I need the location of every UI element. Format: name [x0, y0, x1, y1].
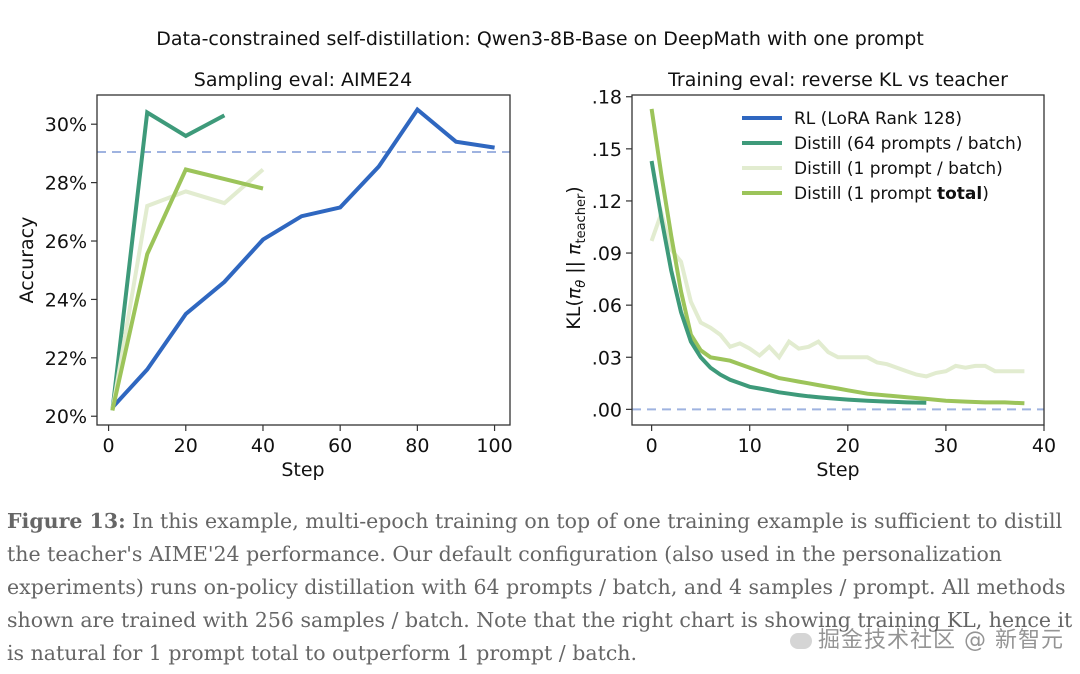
x-axis-label-kl: Step	[816, 459, 859, 481]
x-tick-label: 100	[476, 435, 512, 457]
legend-label-rl: RL (LoRA Rank 128)	[794, 109, 962, 129]
series-line-distill-64	[649, 160, 927, 405]
y-tick-label: 26%	[45, 231, 87, 253]
x-tick-label: 40	[251, 435, 275, 457]
x-tick-label: 0	[103, 435, 115, 457]
y-axis-label-kl: KL(πθ || πteacher)	[563, 186, 589, 329]
watermark-text: 掘金技术社区 @ 新智元	[818, 628, 1064, 653]
x-tick-label: 10	[738, 435, 762, 457]
figure-suptitle: Data-constrained self-distillation: Qwen…	[156, 28, 924, 50]
x-tick-label: 20	[836, 435, 860, 457]
y-axis-label-accuracy: Accuracy	[16, 217, 38, 304]
series-line-distill-1-batch	[110, 167, 265, 411]
x-ticks-accuracy: 0 20 40 60 80 100	[103, 425, 513, 457]
y-tick-label: .09	[592, 243, 622, 265]
x-tick-label: 80	[405, 435, 429, 457]
y-tick-label: 20%	[45, 406, 87, 428]
x-tick-label: 60	[328, 435, 352, 457]
x-tick-label: 30	[934, 435, 958, 457]
y-ticks-accuracy: 20% 22% 24% 26% 28% 30%	[45, 114, 97, 428]
y-tick-label: 30%	[45, 114, 87, 136]
figure-caption: Figure 13: In this example, multi-epoch …	[7, 505, 1077, 670]
legend: RL (LoRA Rank 128) Distill (64 prompts / …	[742, 109, 1022, 204]
caption-label: Figure 13:	[7, 509, 126, 533]
plot-frame-kl	[631, 94, 1045, 426]
series-line-distill-1-total	[110, 167, 264, 411]
y-tick-label: .18	[592, 87, 622, 109]
caption-text: In this example, multi-epoch training on…	[7, 509, 1073, 665]
x-ticks-kl: 0 10 20 30 40	[646, 425, 1056, 457]
chart-accuracy: Sampling eval: AIME24 0 20 40 60 80 100 20% 22…	[16, 69, 513, 481]
legend-label-distill-1-batch: Distill (1 prompt / batch)	[794, 159, 1003, 179]
legend-label-distill-64: Distill (64 prompts / batch)	[794, 134, 1022, 154]
series-group-kl	[649, 108, 1025, 406]
x-tick-label: 20	[174, 435, 198, 457]
y-tick-label: 22%	[45, 348, 87, 370]
chart-title-accuracy: Sampling eval: AIME24	[194, 69, 412, 91]
figure-canvas: Sampling eval: AIME24 0 20 40 60 80 100 20%22…	[16, 69, 1056, 481]
plot-frame-accuracy	[96, 94, 511, 426]
y-tick-label: 28%	[45, 173, 87, 195]
x-tick-label: 40	[1032, 435, 1056, 457]
chat-bubble-icon	[790, 633, 812, 649]
y-tick-label: .15	[592, 139, 622, 161]
y-tick-label: .00	[592, 399, 622, 421]
y-ticks-kl: .00 .03 .06 .09 .12 .15 .18	[592, 87, 632, 421]
chart-title-kl: Training eval: reverse KL vs teacher	[667, 69, 1008, 91]
y-tick-label: 24%	[45, 289, 87, 311]
x-tick-label: 0	[646, 435, 658, 457]
y-tick-label: .12	[592, 191, 622, 213]
y-tick-label: .03	[592, 347, 622, 369]
series-group-accuracy	[110, 106, 495, 411]
y-tick-label: .06	[592, 295, 622, 317]
chart-kl: Training eval: reverse KL vs teacher 0 10…	[563, 69, 1056, 481]
series-line-distill-64	[110, 109, 226, 411]
watermark: 掘金技术社区 @ 新智元	[790, 622, 1064, 654]
series-line-distill-1-batch	[649, 206, 1025, 379]
x-axis-label-accuracy: Step	[281, 459, 324, 481]
series-line-distill-1-total	[649, 108, 1025, 406]
legend-label-distill-1-total: Distill (1 prompt total)	[794, 184, 989, 204]
series-line-rl	[110, 106, 495, 409]
